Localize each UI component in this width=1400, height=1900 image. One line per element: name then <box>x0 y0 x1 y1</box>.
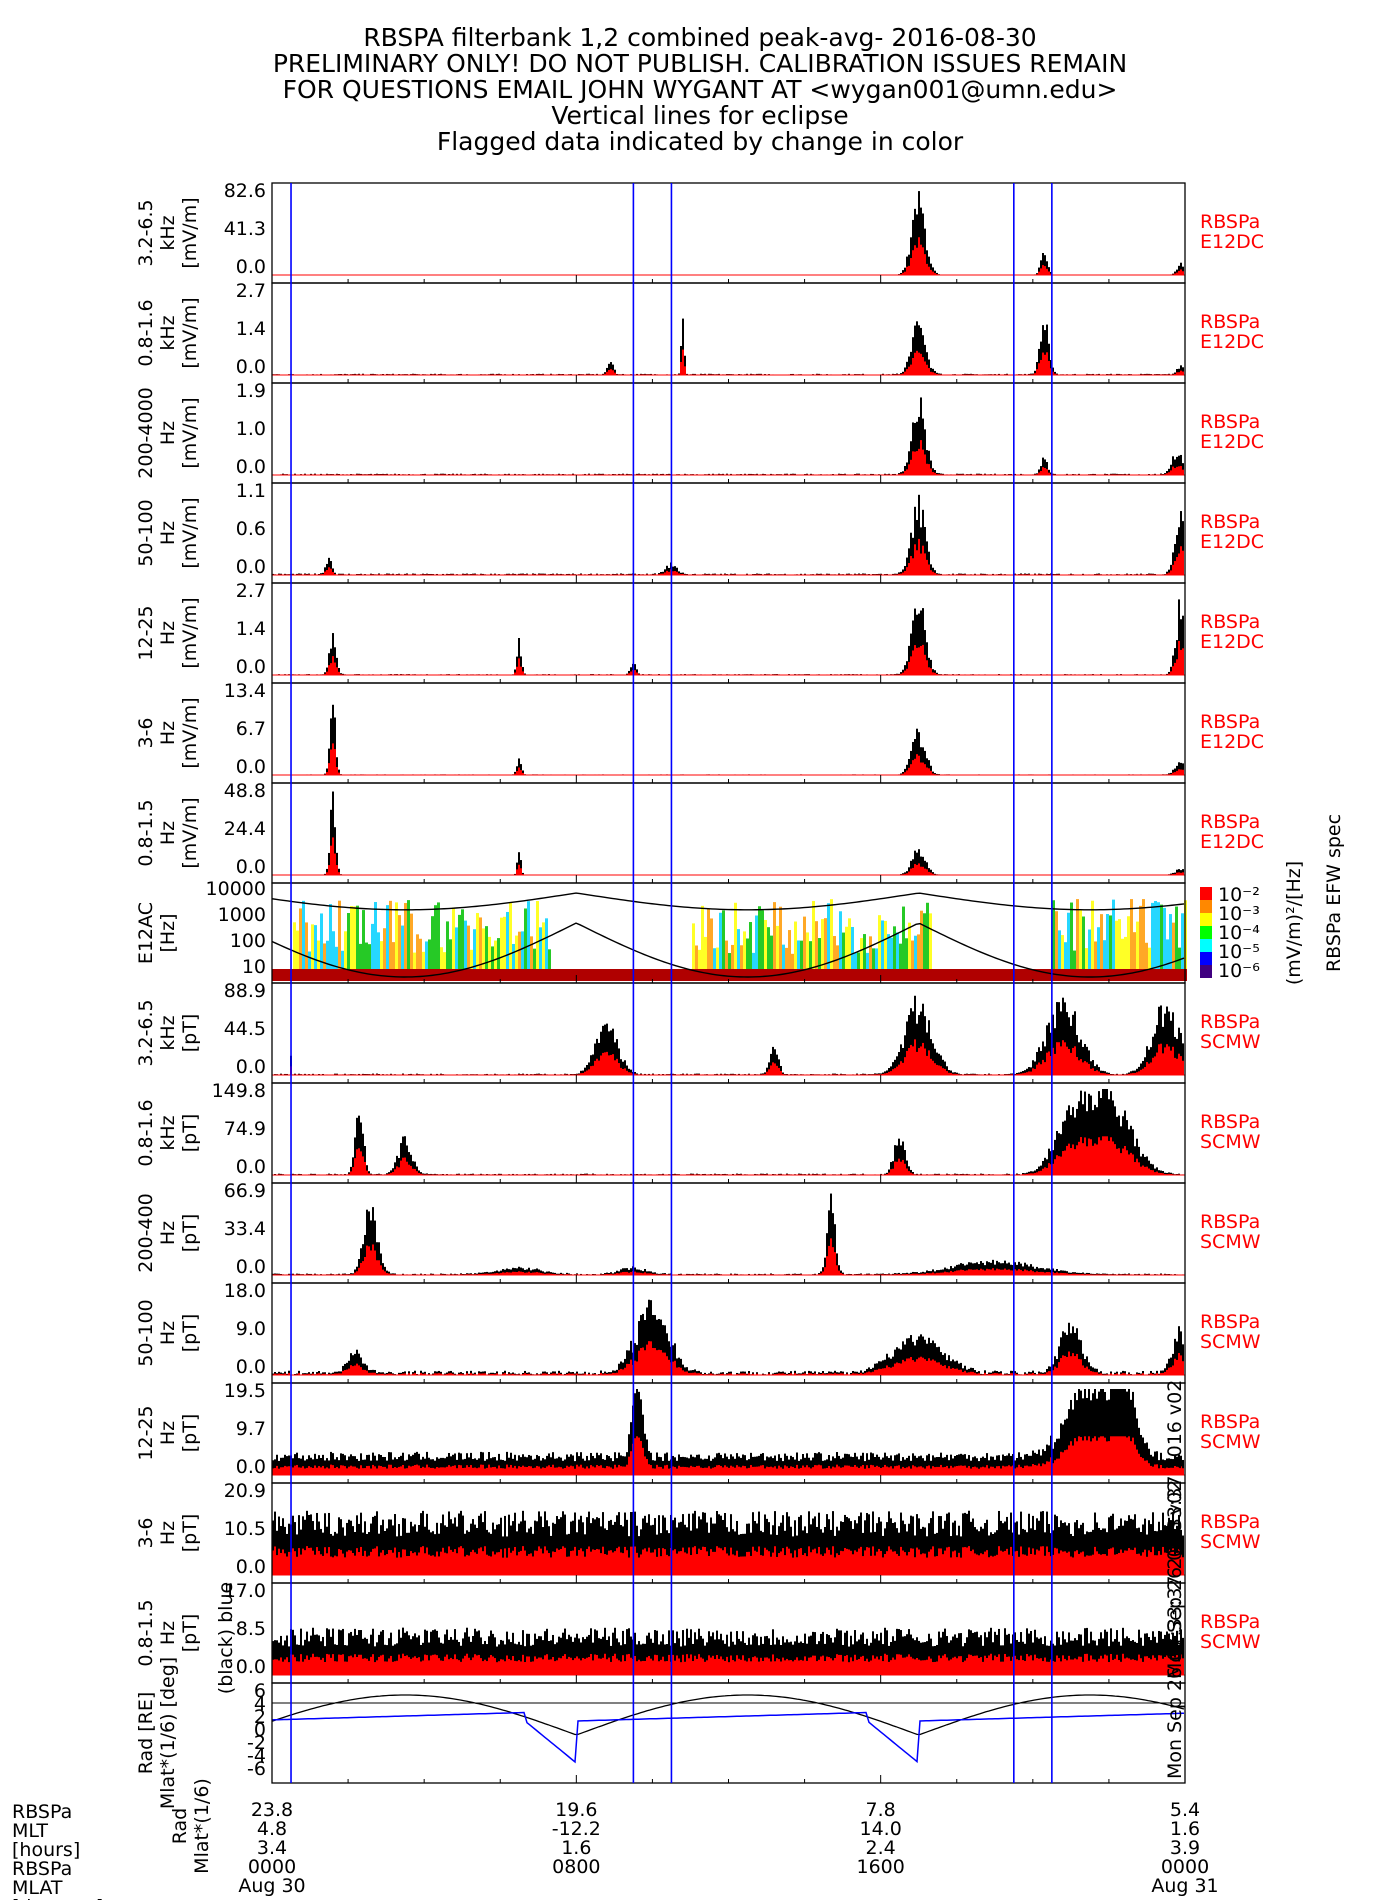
y-axis-label: [mV/m] <box>179 397 201 468</box>
series-bars <box>272 704 1184 775</box>
title-line-3: FOR QUESTIONS EMAIL JOHN WYGANT AT <wyga… <box>283 75 1118 104</box>
series-bars <box>272 494 1184 575</box>
legend-instrument: RBSPa <box>1200 511 1260 533</box>
y-axis-label: 0.8-1.6 <box>135 299 157 366</box>
panel-frame <box>271 582 1186 684</box>
y-tick-label: 0.6 <box>236 518 266 540</box>
y-axis-label: kHz <box>157 315 179 350</box>
y-tick-label: 1.0 <box>236 418 266 440</box>
series-bars <box>272 599 1184 675</box>
y-tick-label: 1.1 <box>236 480 266 502</box>
y-tick-label: 82.6 <box>224 180 266 202</box>
y-axis-label: [mV/m] <box>179 297 201 368</box>
title-line-5: Flagged data indicated by change in colo… <box>437 127 964 156</box>
y-axis-label: Hz <box>157 621 179 645</box>
y-axis-label: 50-100 <box>135 499 157 566</box>
y-tick-label: 0.0 <box>236 656 266 678</box>
legend-instrument: RBSPa <box>1200 311 1260 333</box>
y-axis-label: kHz <box>157 215 179 250</box>
y-axis-label: [mV/m] <box>179 597 201 668</box>
panel-frame <box>271 382 1186 484</box>
y-tick-label: 41.3 <box>224 218 266 240</box>
y-tick-label: 1.4 <box>236 618 266 640</box>
legend-channel: E12DC <box>1200 431 1264 453</box>
y-axis-label: 12-25 <box>135 605 157 660</box>
title-line-4: Vertical lines for eclipse <box>551 101 848 130</box>
y-tick-label: 1.9 <box>236 380 266 402</box>
y-tick-label: 0.0 <box>236 256 266 278</box>
title-line-2: PRELIMINARY ONLY! DO NOT PUBLISH. CALIBR… <box>273 49 1127 78</box>
panel-frame <box>271 482 1186 584</box>
y-axis-label: 3.2-6.5 <box>135 199 157 266</box>
y-axis-label: [mV/m] <box>179 497 201 568</box>
y-tick-label: 0.0 <box>236 356 266 378</box>
series-bars <box>274 191 1184 275</box>
legend-instrument: RBSPa <box>1200 611 1260 633</box>
y-axis-label: 200-4000 <box>135 387 157 478</box>
series-bars <box>272 397 1184 475</box>
legend-channel: E12DC <box>1200 231 1264 253</box>
legend-channel: E12DC <box>1200 531 1264 553</box>
legend-channel: E12DC <box>1200 631 1264 653</box>
legend-channel: E12DC <box>1200 331 1264 353</box>
y-tick-label: 1.4 <box>236 318 266 340</box>
y-axis-label: [mV/m] <box>179 197 201 268</box>
y-tick-label: 2.7 <box>236 580 266 602</box>
legend-instrument: RBSPa <box>1200 211 1260 233</box>
series-bars <box>272 318 1184 375</box>
y-axis-label: Hz <box>157 421 179 445</box>
legend-instrument: RBSPa <box>1200 411 1260 433</box>
y-tick-label: 2.7 <box>236 280 266 302</box>
y-tick-label: 0.0 <box>236 556 266 578</box>
y-axis-label: Hz <box>157 521 179 545</box>
y-tick-label: 0.0 <box>236 456 266 478</box>
figure-title: RBSPA filterbank 1,2 combined peak-avg- … <box>273 23 1127 156</box>
title-line-1: RBSPA filterbank 1,2 combined peak-avg- … <box>363 23 1036 52</box>
